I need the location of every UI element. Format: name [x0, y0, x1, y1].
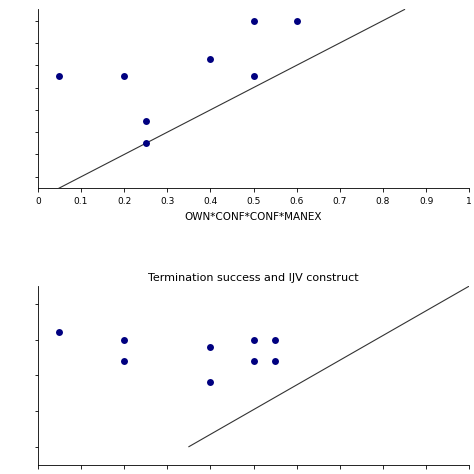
Point — [271, 357, 279, 365]
Point — [271, 336, 279, 343]
X-axis label: OWN*CONF*CONF*MANEX: OWN*CONF*CONF*MANEX — [185, 211, 322, 221]
Point — [207, 55, 214, 63]
Point — [293, 17, 301, 25]
Point — [250, 357, 257, 365]
Point — [56, 328, 64, 336]
Point — [142, 139, 149, 147]
Point — [142, 117, 149, 125]
Point — [120, 73, 128, 80]
Point — [250, 17, 257, 25]
Point — [207, 343, 214, 351]
Point — [120, 357, 128, 365]
Point — [250, 73, 257, 80]
Point — [207, 379, 214, 386]
Point — [120, 336, 128, 343]
Point — [250, 336, 257, 343]
Title: Termination success and IJV construct: Termination success and IJV construct — [148, 273, 359, 283]
Point — [56, 73, 64, 80]
